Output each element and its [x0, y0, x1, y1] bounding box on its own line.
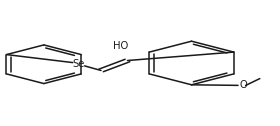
- Text: Se: Se: [73, 59, 85, 69]
- Text: O: O: [239, 80, 247, 90]
- Text: HO: HO: [113, 41, 128, 51]
